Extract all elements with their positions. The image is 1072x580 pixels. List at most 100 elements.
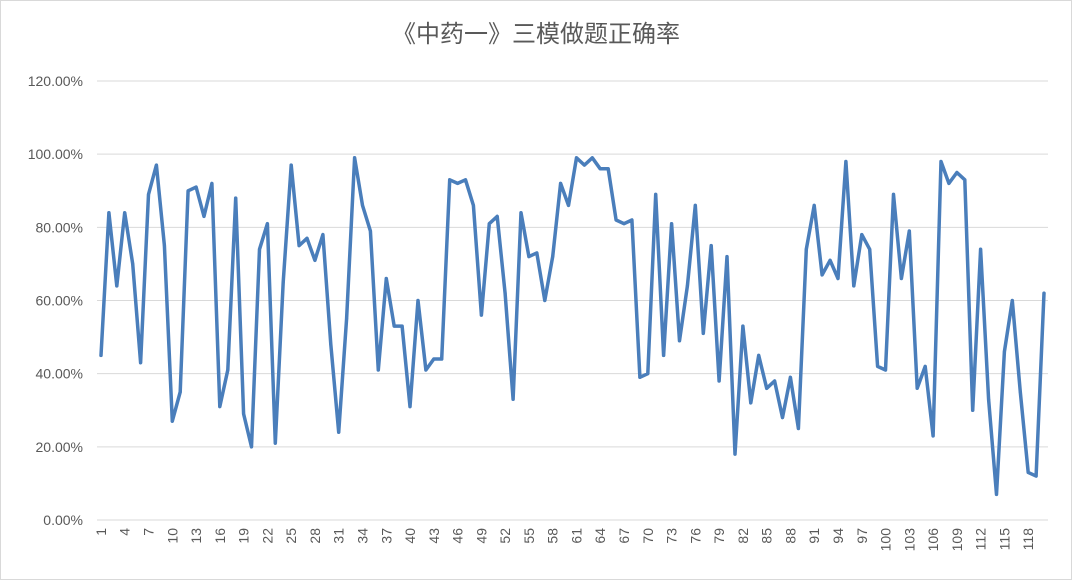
data-point [598,167,602,171]
x-tick-label: 43 [426,528,442,544]
data-point [305,236,309,240]
data-point [170,419,174,423]
data-point [915,386,919,390]
y-tick-label: 60.00% [36,293,83,309]
x-tick-label: 22 [259,528,275,544]
data-point [939,159,943,163]
data-point [99,353,103,357]
data-point [979,247,983,251]
data-point [860,233,864,237]
data-point [994,492,998,496]
gridlines [97,80,1048,521]
data-point [408,405,412,409]
data-point [1018,390,1022,394]
data-point [987,397,991,401]
data-point [535,251,539,255]
data-point [812,203,816,207]
data-point [273,441,277,445]
data-point [646,372,650,376]
data-point [828,258,832,262]
x-tick-label: 97 [854,528,870,544]
data-point [416,299,420,302]
data-point [503,291,507,295]
x-tick-label: 112 [973,528,989,551]
data-point [456,181,460,185]
data-point [654,192,658,196]
data-point [226,368,230,372]
data-point [725,255,729,259]
data-point [717,379,721,383]
data-point [384,277,388,281]
data-point [796,427,800,431]
data-point [218,405,222,409]
data-point [630,218,634,222]
data-point [765,386,769,390]
data-point [297,244,301,248]
data-point [733,452,737,456]
x-tick-label: 34 [354,528,370,544]
x-tick-label: 58 [545,528,561,544]
data-point [432,357,436,361]
series-line [99,156,1046,497]
data-point [804,247,808,251]
data-point [194,185,198,189]
data-point [662,353,666,357]
data-point [574,156,578,160]
data-point [670,222,674,226]
data-point [289,163,293,167]
data-point [178,390,182,394]
x-tick-label: 10 [164,528,180,544]
data-point [313,258,317,262]
data-point [559,181,563,185]
data-point [709,244,713,248]
data-point [749,401,753,405]
data-point [250,445,254,449]
data-point [899,277,903,281]
data-point [868,247,872,251]
data-point [265,222,269,226]
data-point [345,317,349,321]
x-tick-label: 7 [141,528,157,536]
data-point [479,313,483,317]
chart-title: 《中药一》三模做题正确率 [392,20,680,48]
data-point [115,284,119,288]
x-tick-label: 115 [996,528,1012,551]
data-point [947,181,951,185]
data-point [123,211,127,215]
data-point [820,273,824,277]
data-point [511,397,515,401]
data-point [582,163,586,167]
data-point [448,178,452,182]
x-tick-label: 49 [473,528,489,544]
data-point [107,211,111,215]
data-point [1026,470,1030,474]
x-tick-label: 55 [521,528,537,544]
x-tick-label: 61 [568,528,584,544]
data-point [622,222,626,226]
data-point [360,203,364,207]
data-point [836,277,840,281]
x-tick-label: 82 [735,528,751,544]
data-point [519,211,523,215]
data-point [1034,474,1038,478]
data-point [923,364,927,368]
x-tick-label: 40 [402,528,418,544]
data-point [368,229,372,233]
x-tick-label: 46 [450,528,466,544]
x-tick-label: 4 [117,528,133,536]
data-point [685,284,689,288]
data-point [400,324,404,328]
data-point [186,189,190,193]
data-point [701,331,705,335]
y-tick-label: 120.00% [28,73,83,89]
x-tick-label: 25 [283,528,299,544]
data-point [392,324,396,328]
x-tick-label: 79 [711,528,727,544]
data-point [210,181,214,185]
x-tick-label: 31 [331,528,347,544]
y-tick-label: 80.00% [36,219,83,235]
x-tick-label: 1 [93,528,109,536]
x-axis-ticks: 1 4 7 10 13 16 19 22 25 28 31 34 37 40 43 46 49 52 55 58 61 6… [93,528,1036,552]
data-point [464,178,468,182]
